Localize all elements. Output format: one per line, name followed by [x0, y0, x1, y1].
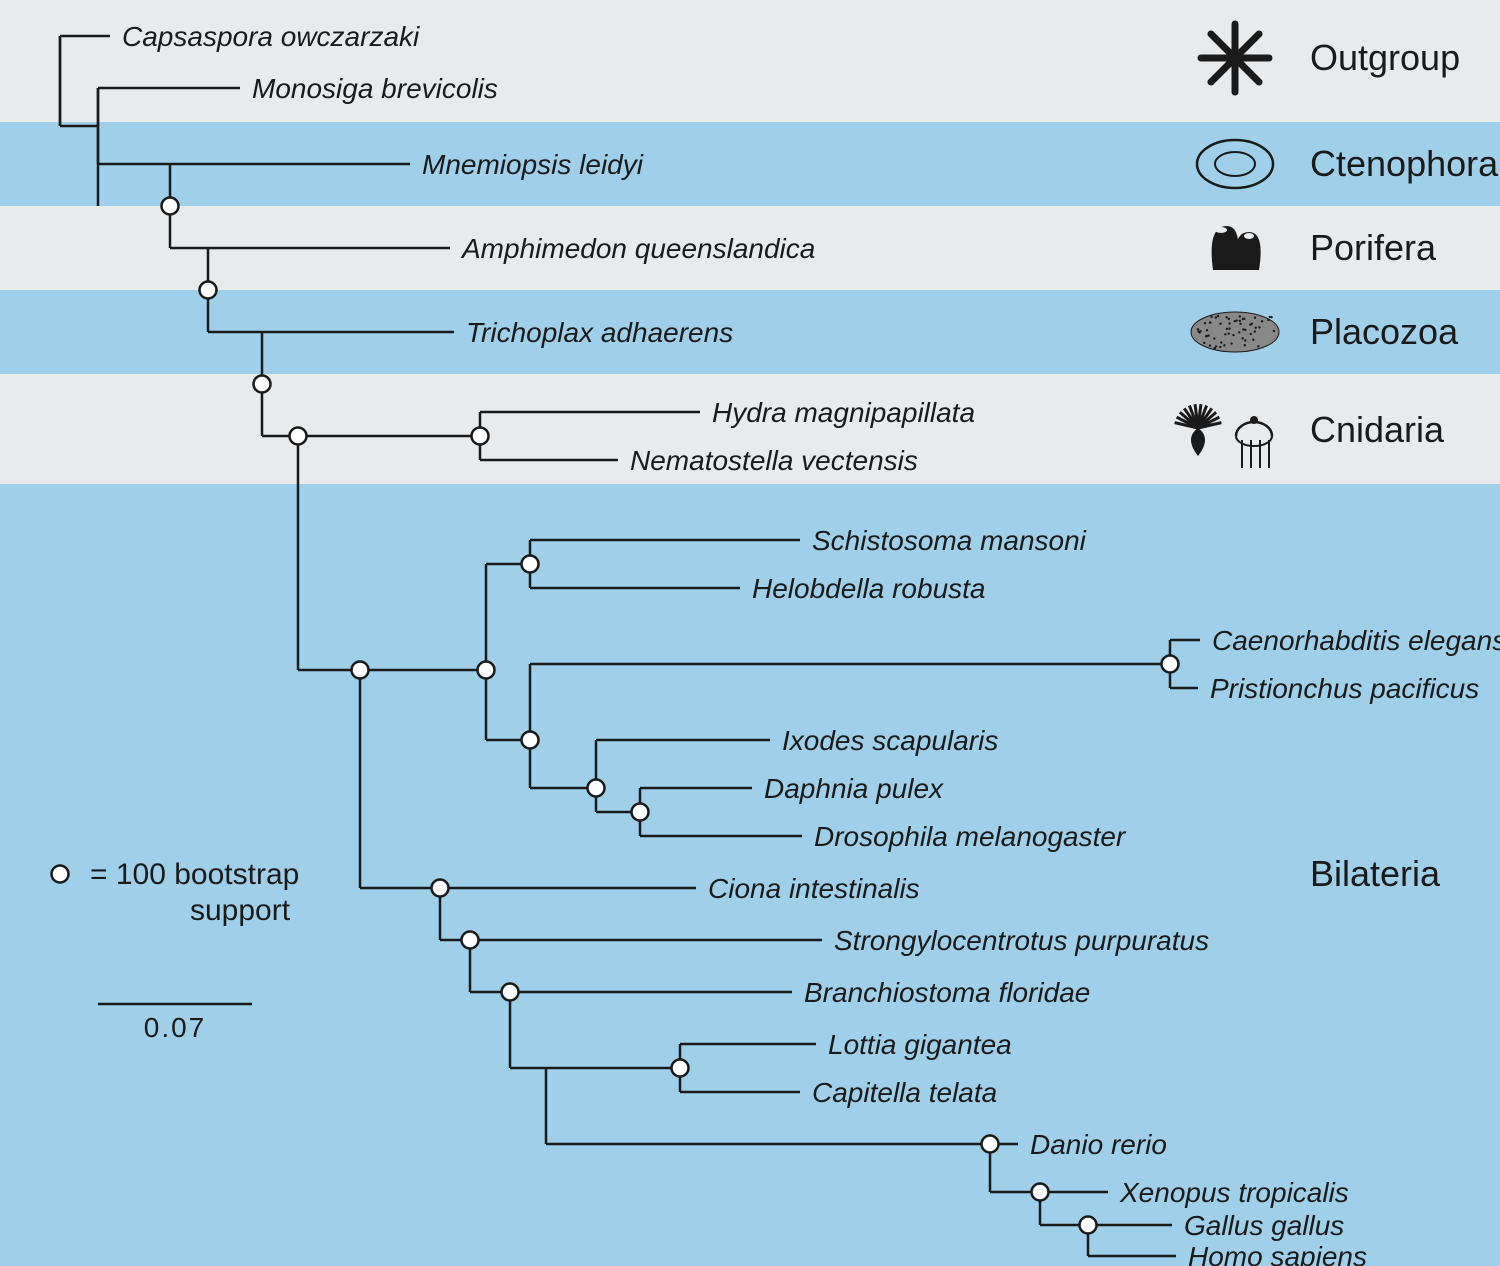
taxon-strongylocentrotus: Strongylocentrotus purpuratus	[834, 925, 1209, 956]
bootstrap-node	[1080, 1217, 1097, 1234]
taxon-ixodes: Ixodes scapularis	[782, 725, 998, 756]
taxon-hydra: Hydra magnipapillata	[712, 397, 975, 428]
bootstrap-node	[588, 780, 605, 797]
clade-label-bilateria: Bilateria	[1310, 853, 1441, 894]
clade-label-porifera: Porifera	[1310, 227, 1437, 268]
clade-label-placozoa: Placozoa	[1310, 311, 1459, 352]
bootstrap-node	[290, 428, 307, 445]
bootstrap-node	[1162, 656, 1179, 673]
bootstrap-node	[632, 804, 649, 821]
taxon-danio: Danio rerio	[1030, 1129, 1167, 1160]
bootstrap-node	[462, 932, 479, 949]
placozoa-icon	[1191, 312, 1279, 352]
bootstrap-node	[472, 428, 489, 445]
bootstrap-node	[672, 1060, 689, 1077]
taxon-helobdella: Helobdella robusta	[752, 573, 986, 604]
taxon-mnemiopsis: Mnemiopsis leidyi	[422, 149, 644, 180]
taxon-caenorhabditis: Caenorhabditis elegans	[1212, 625, 1500, 656]
bootstrap-node	[982, 1136, 999, 1153]
taxon-xenopus: Xenopus tropicalis	[1119, 1177, 1349, 1208]
legend-node-icon	[52, 866, 69, 883]
clade-label-ctenophora: Ctenophora	[1310, 143, 1499, 184]
taxon-pristionchus: Pristionchus pacificus	[1210, 673, 1479, 704]
taxon-nematostella: Nematostella vectensis	[630, 445, 918, 476]
taxon-amphimedon: Amphimedon queenslandica	[460, 233, 815, 264]
bootstrap-node	[1032, 1184, 1049, 1201]
bootstrap-node	[200, 282, 217, 299]
clade-label-cnidaria: Cnidaria	[1310, 409, 1445, 450]
taxon-ciona: Ciona intestinalis	[708, 873, 920, 904]
bootstrap-node	[478, 662, 495, 679]
taxon-homo: Homo sapiens	[1188, 1241, 1367, 1266]
bootstrap-node	[432, 880, 449, 897]
legend-text-1: = 100 bootstrap	[90, 858, 299, 891]
bootstrap-node	[162, 198, 179, 215]
clade-label-outgroup: Outgroup	[1310, 37, 1460, 78]
taxon-gallus: Gallus gallus	[1184, 1210, 1344, 1241]
taxon-schistosoma: Schistosoma mansoni	[812, 525, 1087, 556]
outgroup-icon	[1201, 24, 1269, 92]
taxon-capsaspora: Capsaspora owczarzaki	[122, 21, 420, 52]
taxon-capitella: Capitella telata	[812, 1077, 997, 1108]
taxon-daphnia: Daphnia pulex	[764, 773, 944, 804]
taxon-lottia: Lottia gigantea	[828, 1029, 1012, 1060]
taxon-branchiostoma: Branchiostoma floridae	[804, 977, 1090, 1008]
bootstrap-node	[522, 556, 539, 573]
legend-text-2: support	[190, 894, 291, 927]
taxon-monosiga: Monosiga brevicolis	[252, 73, 498, 104]
phylogenetic-tree: Capsaspora owczarzaki Monosiga brevicolis…	[0, 0, 1500, 1266]
bootstrap-node	[352, 662, 369, 679]
bootstrap-node	[522, 732, 539, 749]
bootstrap-node	[502, 984, 519, 1001]
band-outgroup	[0, 0, 1500, 122]
bootstrap-node	[254, 376, 271, 393]
taxon-trichoplax: Trichoplax adhaerens	[466, 317, 733, 348]
taxon-drosophila: Drosophila melanogaster	[814, 821, 1127, 852]
scale-bar-label: 0.07	[144, 1012, 207, 1043]
